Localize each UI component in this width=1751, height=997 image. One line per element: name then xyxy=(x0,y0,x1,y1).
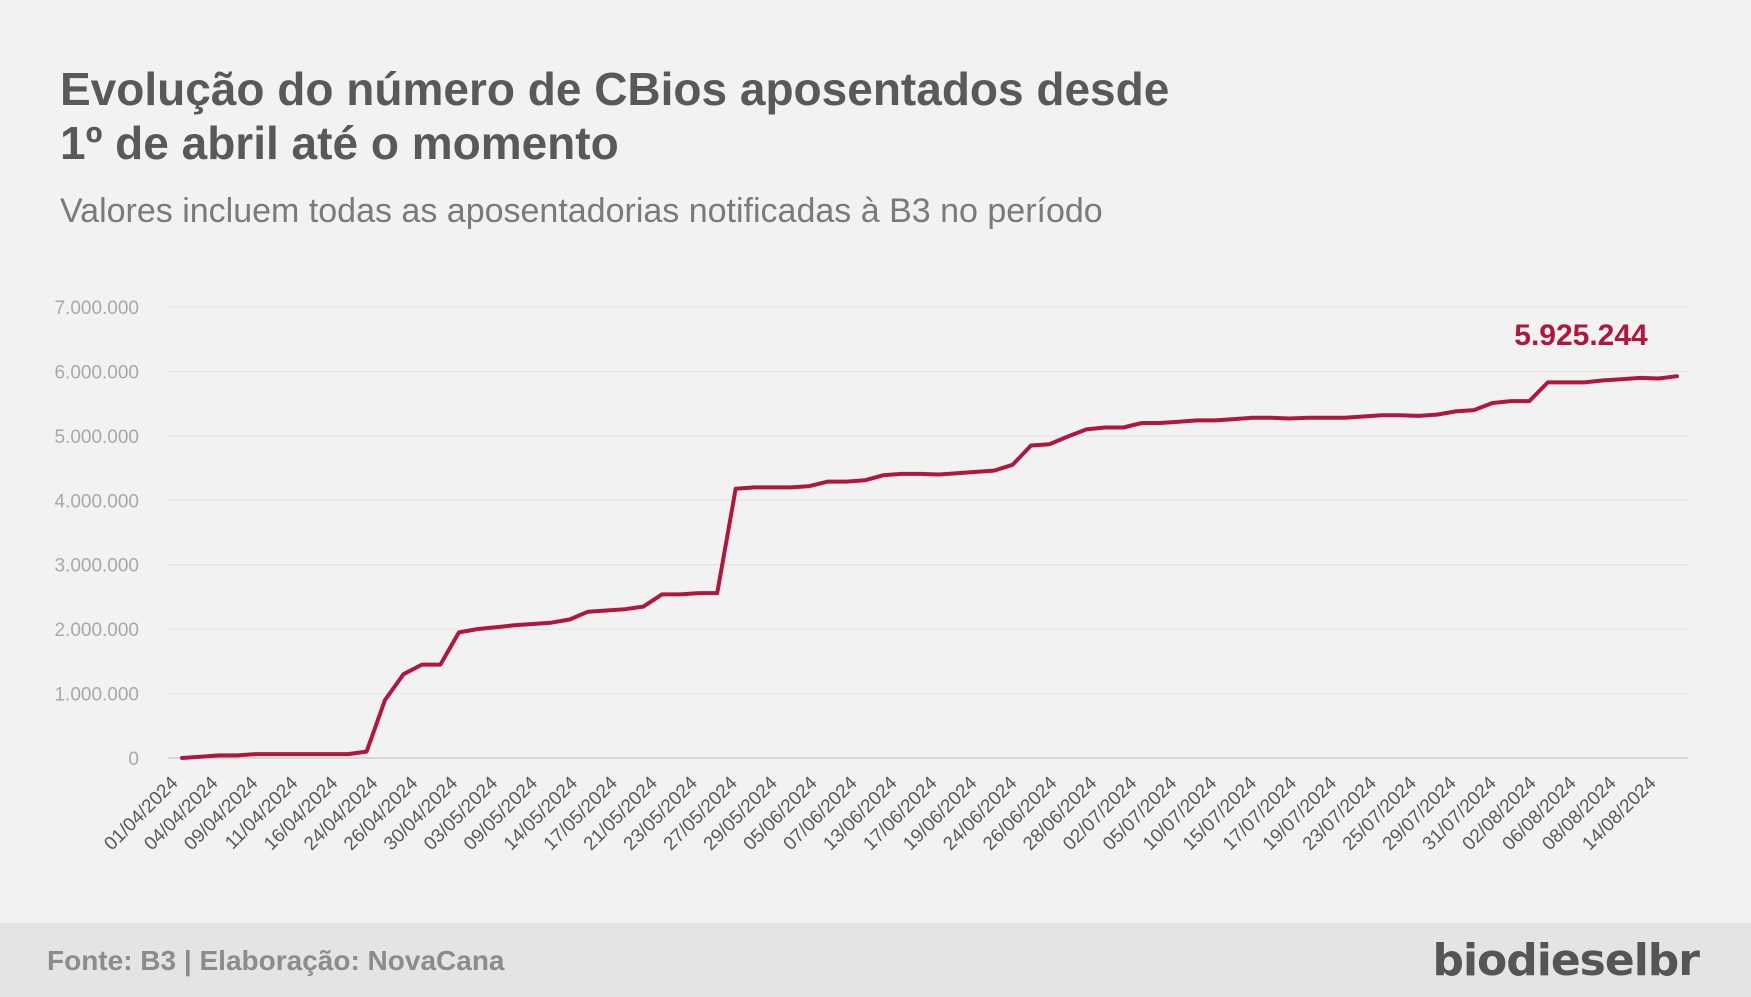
y-tick-label: 5.000.000 xyxy=(54,427,139,448)
chart-title-line-2: 1º de abril até o momento xyxy=(60,117,619,169)
last-value-label: 5.925.244 xyxy=(1514,319,1648,352)
source-note: Fonte: B3 | Elaboração: NovaCana xyxy=(47,945,505,976)
chart-title: Evolução do número de CBios aposentados … xyxy=(60,62,1360,170)
footer-bar: Fonte: B3 | Elaboração: NovaCana biodies… xyxy=(0,923,1751,997)
y-tick-label: 3.000.000 xyxy=(54,556,139,577)
y-tick-label: 2.000.000 xyxy=(54,620,139,641)
line-chart: 0 1.000.000 2.000.000 3.000.000 4.000.000 5.0… xyxy=(54,298,1688,855)
y-tick-label: 0 xyxy=(128,749,139,770)
chart-subtitle: Valores incluem todas as aposentadorias … xyxy=(60,192,1103,230)
y-tick-label: 1.000.000 xyxy=(54,685,139,706)
chart-title-line-1: Evolução do número de CBios aposentados … xyxy=(60,63,1170,115)
y-tick-label: 6.000.000 xyxy=(54,362,139,383)
series-line xyxy=(180,374,1679,760)
y-tick-label: 7.000.000 xyxy=(54,298,139,319)
y-tick-label: 4.000.000 xyxy=(54,491,139,512)
biodieselbr-logo: biodieselbr xyxy=(1432,935,1700,986)
